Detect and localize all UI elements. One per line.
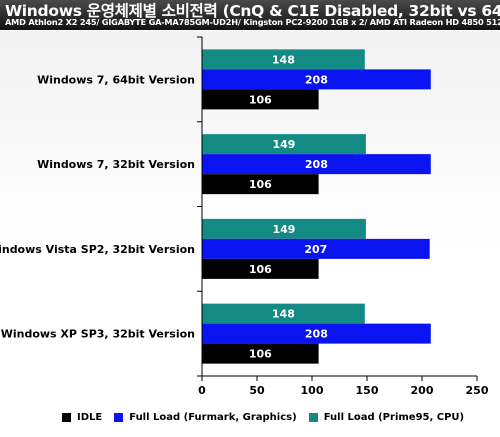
bar-full-load-furmark-graphics-1 — [202, 69, 431, 90]
bar-full-load-furmark-graphics-4 — [202, 323, 431, 344]
chart-header: Windows 운영체제별 소비전력 (CnQ & C1E Disabled, … — [0, 0, 500, 30]
bar-idle-4 — [202, 343, 319, 364]
data-label-idle-4: 106 — [249, 348, 272, 361]
legend-label-furmark: Full Load (Furmark, Graphics) — [129, 411, 297, 423]
x-tick-label-250: 250 — [466, 384, 489, 397]
category-label-2: Windows 7, 32bit Version — [37, 158, 195, 171]
data-label-full-load-furmark-graphics-2: 208 — [305, 158, 328, 171]
legend: IDLE Full Load (Furmark, Graphics) Full … — [62, 409, 476, 425]
bar-idle-1 — [202, 89, 319, 110]
x-tick-label-100: 100 — [301, 384, 324, 397]
data-label-full-load-prime95-cpu-2: 149 — [272, 138, 295, 151]
bar-idle-2 — [202, 174, 319, 195]
category-label-3: Windows Vista SP2, 32bit Version — [0, 243, 195, 256]
data-label-full-load-prime95-cpu-1: 148 — [272, 53, 295, 66]
chart-subtitle: AMD Athlon2 X2 245/ GIGABYTE GA-MA785GM-… — [5, 17, 500, 27]
chart-title: Windows 운영체제별 소비전력 (CnQ & C1E Disabled, … — [5, 2, 500, 20]
data-label-full-load-prime95-cpu-4: 148 — [272, 308, 295, 321]
legend-item-idle: IDLE — [62, 412, 102, 423]
data-label-idle-2: 106 — [249, 178, 272, 191]
legend-swatch-prime95 — [308, 412, 318, 422]
x-tick-label-150: 150 — [356, 384, 379, 397]
data-label-idle-3: 106 — [249, 263, 272, 276]
category-label-4: Windows XP SP3, 32bit Version — [1, 328, 195, 341]
legend-label-prime95: Full Load (Prime95, CPU) — [323, 411, 465, 423]
bar-full-load-prime95-cpu-1 — [202, 49, 365, 70]
data-label-full-load-furmark-graphics-4: 208 — [305, 328, 328, 341]
bar-full-load-prime95-cpu-2 — [202, 134, 366, 155]
bar-full-load-furmark-graphics-2 — [202, 154, 431, 175]
bar-full-load-prime95-cpu-4 — [202, 303, 365, 324]
x-tick-label-0: 0 — [198, 384, 206, 397]
chart-svg: 148 208 106 Windows 7, 64bit Version 149 208 1… — [0, 36, 489, 397]
plot-area: 148 208 106 Windows 7, 64bit Version 149 208 1… — [0, 31, 500, 437]
bar-full-load-prime95-cpu-3 — [202, 218, 366, 239]
data-label-full-load-furmark-graphics-3: 207 — [304, 243, 327, 256]
x-tick-label-50: 50 — [249, 384, 265, 397]
x-tick-label-200: 200 — [411, 384, 434, 397]
legend-item-furmark: Full Load (Furmark, Graphics) — [114, 411, 297, 423]
legend-item-prime95: Full Load (Prime95, CPU) — [308, 411, 465, 423]
data-label-idle-1: 106 — [249, 93, 272, 106]
legend-swatch-idle — [62, 412, 71, 422]
data-label-full-load-prime95-cpu-3: 149 — [272, 223, 295, 236]
category-label-1: Windows 7, 64bit Version — [37, 73, 195, 86]
bar-full-load-furmark-graphics-3 — [202, 238, 430, 259]
data-label-full-load-furmark-graphics-1: 208 — [305, 73, 328, 86]
legend-swatch-furmark — [114, 412, 124, 422]
legend-label-idle: IDLE — [77, 411, 103, 423]
bar-idle-3 — [202, 258, 319, 279]
